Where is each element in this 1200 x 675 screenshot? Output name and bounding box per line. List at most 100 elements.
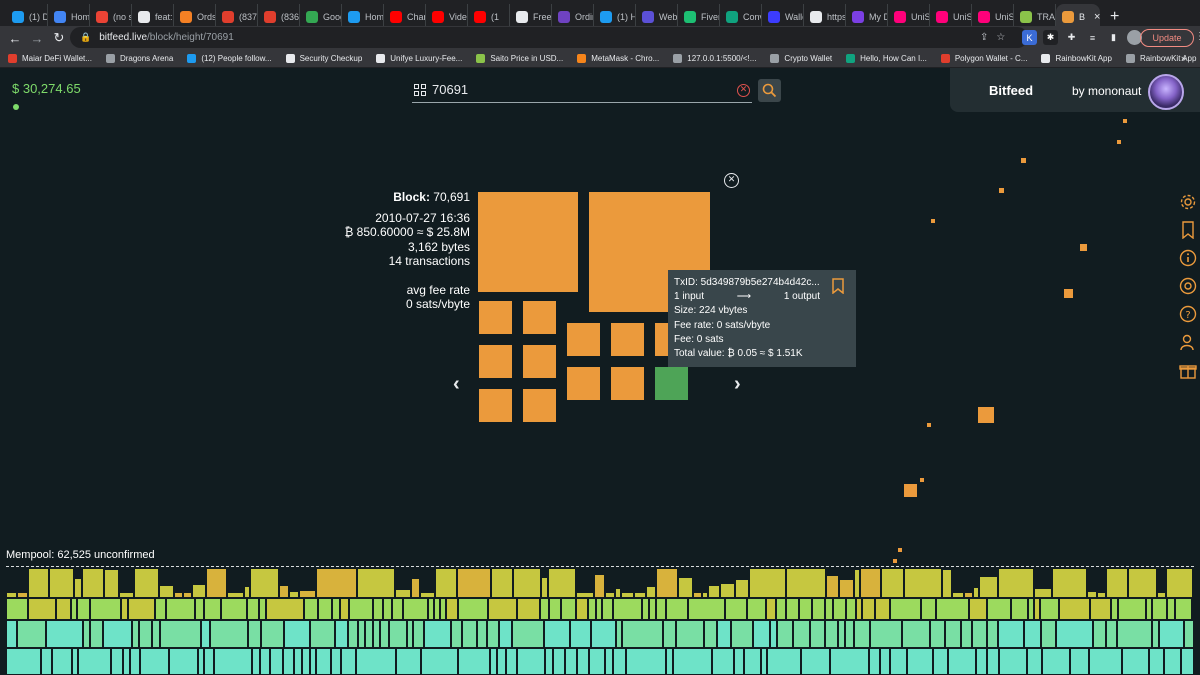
browser-tab[interactable]: (1 [468, 4, 510, 30]
mempool-tx-block[interactable] [1181, 648, 1194, 675]
mempool-tx-block[interactable] [128, 598, 155, 620]
mempool-tx-block[interactable] [411, 578, 420, 598]
mempool-tx-block[interactable] [365, 620, 373, 648]
mempool-tx-block[interactable] [82, 568, 104, 598]
mempool-tx-block[interactable] [902, 620, 930, 648]
mempool-tx-block[interactable] [392, 598, 403, 620]
mempool-tx-block[interactable] [134, 568, 159, 598]
mempool-tx-block[interactable] [987, 598, 1011, 620]
mempool-tx-block[interactable] [407, 620, 413, 648]
mempool-tx-block[interactable] [497, 648, 506, 675]
browser-tab[interactable]: https [804, 4, 846, 30]
browser-tab[interactable]: Chan [384, 4, 426, 30]
mempool-tx-block[interactable] [28, 598, 56, 620]
mempool-tx-block[interactable] [744, 648, 761, 675]
mempool-tx-block[interactable] [942, 569, 952, 598]
mempool-tx-block[interactable] [204, 598, 221, 620]
mempool-tx-block[interactable] [316, 568, 357, 598]
mempool-tx-block[interactable] [252, 648, 260, 675]
browser-tab[interactable]: feat: [132, 4, 174, 30]
mempool-tx-block[interactable] [777, 620, 793, 648]
bookmark-item[interactable]: Maiar DeFi Wallet... [8, 54, 92, 63]
mempool-tx-block[interactable] [961, 620, 972, 648]
mempool-tx-block[interactable] [1193, 588, 1195, 598]
mempool-tx-block[interactable] [826, 575, 839, 598]
mempool-tx-block[interactable] [1157, 592, 1166, 598]
mempool-tx-block[interactable] [46, 620, 83, 648]
mempool-tx-block[interactable] [123, 648, 130, 675]
people-icon[interactable] [1176, 330, 1200, 354]
address-bar[interactable]: 🔒 bitfeed.live/block/height/70691 [70, 27, 1028, 48]
mempool-tx-block[interactable] [854, 569, 860, 598]
star-icon[interactable]: ☆ [996, 32, 1006, 43]
mempool-tx-block[interactable] [725, 598, 747, 620]
browser-tab[interactable]: Goog [300, 4, 342, 30]
tx-square[interactable] [479, 301, 512, 334]
bookmark-item[interactable]: MetaMask - Chro... [577, 54, 659, 63]
mempool-tx-block[interactable] [413, 620, 424, 648]
tx-square[interactable] [523, 301, 556, 334]
bookmark-item[interactable]: RainbowKit App [1041, 54, 1112, 63]
mempool-tx-block[interactable] [373, 598, 383, 620]
mempool-tx-block[interactable] [6, 598, 28, 620]
mempool-tx-block[interactable] [540, 598, 549, 620]
tx-square[interactable] [567, 323, 600, 356]
clear-search-icon[interactable]: ✕ [737, 84, 750, 97]
tx-square-selected[interactable] [655, 367, 688, 400]
mempool-tx-block[interactable] [766, 598, 776, 620]
mempool-tx-block[interactable] [1106, 620, 1117, 648]
browser-tab[interactable]: Hom [342, 4, 384, 30]
mempool-tx-block[interactable] [663, 620, 676, 648]
prev-block-icon[interactable]: ‹ [453, 373, 460, 395]
mempool-tx-block[interactable] [753, 620, 770, 648]
tx-square[interactable] [611, 323, 644, 356]
mempool-tx-block[interactable] [541, 577, 548, 598]
mempool-tx-block[interactable] [356, 648, 396, 675]
mempool-tx-block[interactable] [77, 598, 90, 620]
mempool-tx-block[interactable] [870, 620, 902, 648]
mempool-tx-block[interactable] [499, 620, 512, 648]
mempool-tx-block[interactable] [227, 592, 244, 598]
mempool-tx-block[interactable] [998, 568, 1034, 598]
mempool-tx-block[interactable] [1117, 620, 1152, 648]
mempool-tx-block[interactable] [1034, 588, 1052, 598]
mempool-tx-block[interactable] [673, 648, 712, 675]
mempool-tx-block[interactable] [904, 568, 942, 598]
mempool-tx-block[interactable] [279, 585, 289, 598]
browser-tab[interactable]: Vide [426, 4, 468, 30]
mempool-tx-block[interactable] [622, 620, 663, 648]
mempool-tx-block[interactable] [204, 648, 214, 675]
mempool-tx-block[interactable] [1167, 598, 1175, 620]
mempool-tx-block[interactable] [656, 568, 678, 598]
mempool-tx-block[interactable] [987, 620, 998, 648]
mempool-tx-block[interactable] [83, 620, 90, 648]
mempool-tx-block[interactable] [747, 598, 766, 620]
mempool-tx-block[interactable] [976, 648, 987, 675]
mempool-tx-block[interactable] [702, 592, 708, 598]
mempool-tx-block[interactable] [676, 620, 704, 648]
mempool-tx-block[interactable] [998, 620, 1024, 648]
mempool-tx-block[interactable] [890, 648, 907, 675]
mempool-tx-block[interactable] [389, 620, 407, 648]
browser-tab[interactable]: My D [846, 4, 888, 30]
mempool-tx-block[interactable] [1146, 598, 1152, 620]
mempool-tx-block[interactable] [708, 585, 720, 598]
mempool-tx-block[interactable] [634, 592, 646, 598]
mempool-tx-block[interactable] [720, 583, 735, 598]
mempool-tx-block[interactable] [833, 598, 846, 620]
mempool-tx-block[interactable] [678, 577, 693, 598]
mempool-tx-block[interactable] [316, 648, 331, 675]
mempool-tx-block[interactable] [6, 592, 17, 598]
mempool-tx-block[interactable] [250, 568, 279, 598]
bookmark-icon[interactable] [1176, 218, 1200, 242]
mempool-tx-block[interactable] [513, 568, 541, 598]
mempool-tx-block[interactable] [1042, 648, 1070, 675]
gear-icon[interactable] [1176, 190, 1200, 214]
tx-square[interactable] [523, 389, 556, 422]
mempool-tx-block[interactable] [373, 620, 380, 648]
mempool-tx-block[interactable] [1090, 598, 1111, 620]
close-tab-icon[interactable]: × [1094, 11, 1100, 23]
mempool-tx-block[interactable] [310, 620, 335, 648]
mempool-tx-block[interactable] [1089, 648, 1122, 675]
mempool-tx-block[interactable] [594, 574, 605, 598]
